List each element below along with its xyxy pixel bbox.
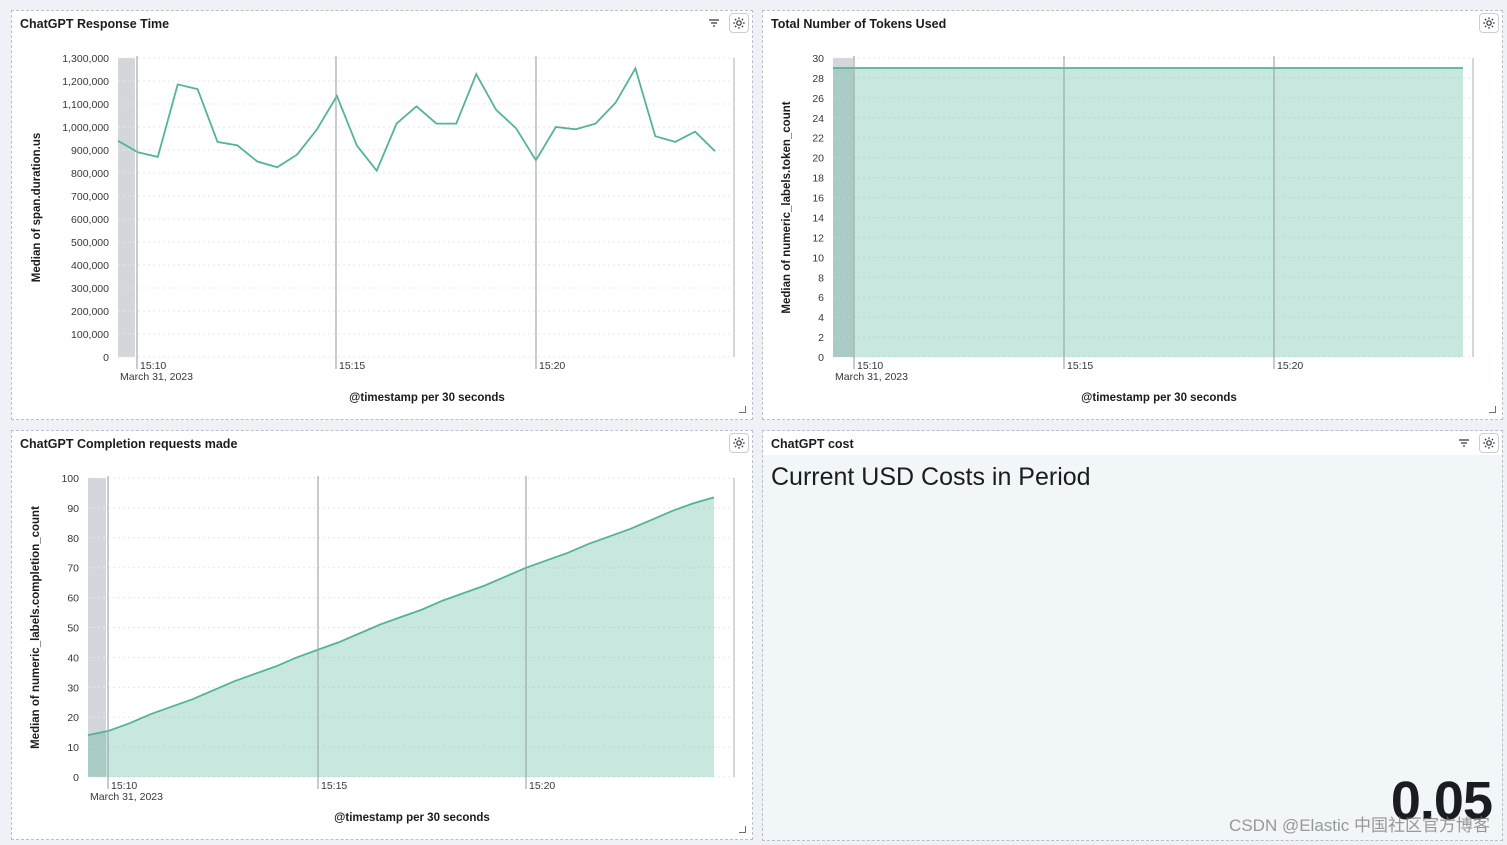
gear-icon[interactable]	[1479, 13, 1499, 33]
panel-response-time: ChatGPT Response Time 1,300,000 1,200,000…	[11, 10, 753, 420]
x-tick-label: 15:15	[321, 780, 347, 792]
x-tick-label: 15:10	[111, 780, 137, 792]
y-axis-title: Median of numeric_labels.token_count	[781, 101, 793, 313]
cost-heading: Current USD Costs in Period	[771, 463, 1091, 491]
y-tick-label: 90	[67, 503, 79, 515]
panel-cost: ChatGPT cost Current USD Costs in Period…	[762, 430, 1503, 841]
filter-icon[interactable]	[1454, 433, 1474, 453]
series-area	[833, 68, 1463, 357]
y-tick-label: 100,000	[71, 329, 109, 341]
gear-icon[interactable]	[1479, 433, 1499, 453]
x-tick-label: 15:15	[1067, 360, 1093, 372]
y-tick-label: 20	[812, 153, 824, 165]
gear-icon[interactable]	[729, 433, 749, 453]
y-tick-label: 900,000	[71, 145, 109, 157]
watermark: CSDN @Elastic 中国社区官方博客	[1229, 816, 1490, 835]
panel-title: Total Number of Tokens Used	[771, 17, 947, 31]
resize-handle[interactable]	[1489, 406, 1496, 413]
x-axis-title: @timestamp per 30 seconds	[349, 392, 505, 404]
panel-tokens: Total Number of Tokens Used 30 28 26 24 22 20…	[762, 10, 1503, 420]
response-time-chart: 1,300,000 1,200,000 1,100,000 1,000,000 900,…	[31, 53, 735, 404]
y-tick-label: 26	[812, 93, 824, 105]
y-tick-label: 18	[812, 173, 824, 185]
resize-handle[interactable]	[739, 406, 746, 413]
y-tick-label: 1,200,000	[62, 76, 109, 88]
date-label: March 31, 2023	[835, 371, 908, 383]
y-tick-label: 700,000	[71, 191, 109, 203]
y-tick-label: 4	[818, 312, 824, 324]
y-tick-label: 14	[812, 212, 824, 224]
x-tick-label: 15:20	[529, 780, 555, 792]
y-tick-label: 24	[812, 113, 824, 125]
gear-icon[interactable]	[729, 13, 749, 33]
y-tick-label: 30	[67, 682, 79, 694]
y-tick-label: 0	[103, 352, 109, 364]
y-tick-label: 600,000	[71, 214, 109, 226]
y-tick-label: 0	[818, 352, 824, 364]
y-tick-label: 300,000	[71, 283, 109, 295]
y-tick-label: 0	[73, 772, 79, 784]
y-tick-label: 10	[67, 742, 79, 754]
out-of-range-band	[118, 58, 135, 357]
cost-value: 0.05	[1390, 771, 1493, 831]
y-tick-label: 1,300,000	[62, 53, 109, 65]
panel-title: ChatGPT cost	[771, 437, 854, 451]
series-area	[88, 497, 714, 777]
y-tick-label: 1,100,000	[62, 99, 109, 111]
panel-title: ChatGPT Response Time	[20, 17, 170, 31]
filter-icon[interactable]	[704, 13, 724, 33]
x-tick-label: 15:15	[339, 360, 365, 372]
date-label: March 31, 2023	[90, 791, 163, 803]
y-tick-label: 80	[67, 533, 79, 545]
y-tick-label: 22	[812, 133, 824, 145]
x-tick-label: 15:10	[857, 360, 883, 372]
out-of-range-band	[833, 58, 853, 357]
resize-handle[interactable]	[739, 826, 746, 833]
y-tick-label: 400,000	[71, 260, 109, 272]
panel-completions: ChatGPT Completion requests made 100 90 80…	[11, 430, 753, 840]
x-axis-title: @timestamp per 30 seconds	[1081, 392, 1237, 404]
series-line	[117, 66, 716, 173]
series-line	[87, 496, 715, 736]
x-axis-title: @timestamp per 30 seconds	[334, 812, 490, 824]
date-label: March 31, 2023	[120, 371, 193, 383]
y-tick-label: 16	[812, 193, 824, 205]
y-axis-title: Median of numeric_labels.completion_coun…	[30, 506, 42, 749]
panel-title: ChatGPT Completion requests made	[20, 437, 238, 451]
y-tick-label: 200,000	[71, 306, 109, 318]
y-tick-label: 6	[818, 292, 824, 304]
panel-header	[763, 431, 1502, 455]
y-tick-label: 12	[812, 232, 824, 244]
y-tick-label: 1,000,000	[62, 122, 109, 134]
y-tick-label: 28	[812, 73, 824, 85]
x-tick-label: 15:20	[1277, 360, 1303, 372]
y-tick-label: 50	[67, 623, 79, 635]
y-tick-label: 30	[812, 53, 824, 65]
y-tick-label: 800,000	[71, 168, 109, 180]
y-tick-label: 20	[67, 712, 79, 724]
y-tick-label: 40	[67, 652, 79, 664]
y-tick-label: 8	[818, 272, 824, 284]
y-tick-label: 10	[812, 252, 824, 264]
y-tick-label: 70	[67, 563, 79, 575]
y-tick-label: 60	[67, 593, 79, 605]
y-tick-label: 500,000	[71, 237, 109, 249]
y-tick-label: 100	[61, 473, 79, 485]
y-tick-label: 2	[818, 332, 824, 344]
x-tick-label: 15:10	[140, 360, 166, 372]
x-tick-label: 15:20	[539, 360, 565, 372]
y-axis-title: Median of span.duration.us	[31, 133, 43, 283]
out-of-range-band	[88, 478, 106, 777]
